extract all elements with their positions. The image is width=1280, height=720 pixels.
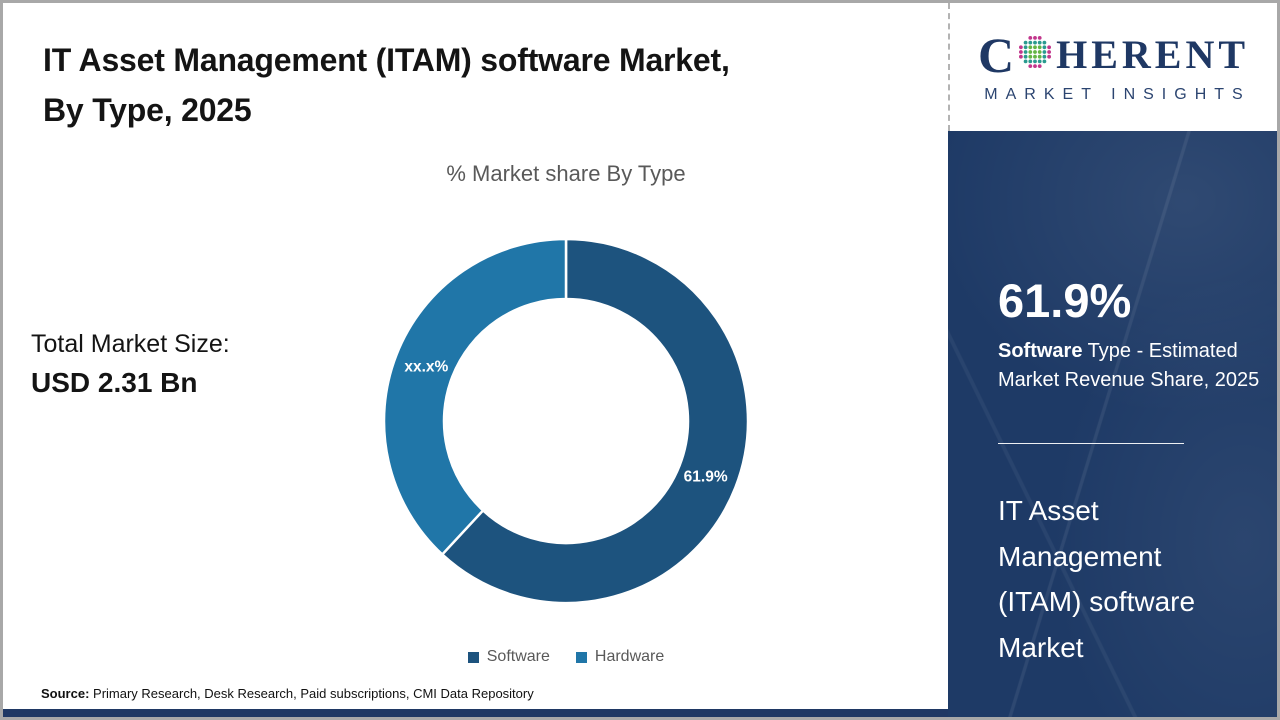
sidebar-panel: 61.9% Software Type - Estimated Market R…	[948, 131, 1277, 717]
stat-desc-bold: Software	[998, 340, 1083, 362]
stat-desc-rest: Type - Estimated Market Revenue Share, 2…	[998, 340, 1260, 391]
total-market-size: Total Market Size: USD 2.31 Bn	[31, 325, 230, 403]
chart-legend: Software Hardware	[376, 648, 756, 666]
slice-label-software: 61.9%	[684, 468, 728, 485]
total-market-value: USD 2.31 Bn	[31, 367, 198, 398]
logo-globe-icon	[1019, 36, 1052, 68]
source-text: Primary Research, Desk Research, Paid su…	[89, 686, 534, 701]
brand-logo-wordmark: C HERENT	[978, 30, 1249, 80]
logo-letter-c: C	[977, 27, 1017, 83]
sidebar-market-name: IT Asset Management (ITAM) software Mark…	[998, 495, 1196, 663]
legend-label-hardware: Hardware	[594, 648, 665, 665]
bottom-accent-bar	[3, 709, 1277, 717]
highlight-stat-value: 61.9%	[998, 274, 1132, 327]
page-title-line1: IT Asset Management (ITAM) software Mark…	[43, 42, 730, 78]
brand-logo: C HERENT MARKET INSIGHTS	[948, 3, 1277, 131]
sidebar-divider	[998, 443, 1184, 444]
slice-label-hardware: xx.x%	[404, 359, 448, 376]
total-market-label: Total Market Size:	[31, 330, 230, 358]
donut-chart-svg: 61.9% xx.x%	[382, 237, 750, 605]
legend-label-software: Software	[486, 648, 550, 665]
donut-slice-hardware	[382, 237, 568, 556]
brand-logo-subtitle: MARKET INSIGHTS	[984, 86, 1251, 103]
sidebar: C HERENT MARKET INSIGHTS 61.9% Software …	[948, 3, 1277, 717]
legend-swatch-hardware	[575, 651, 587, 663]
page-title-line2: By Type, 2025	[43, 92, 252, 128]
legend-item-software: Software	[467, 648, 550, 666]
highlight-stat-description: Software Type - Estimated Market Revenue…	[998, 337, 1263, 395]
logo-letters-rest: HERENT	[1056, 32, 1250, 77]
source-label: Source:	[41, 686, 90, 701]
legend-item-hardware: Hardware	[575, 648, 665, 666]
donut-slice-software	[440, 237, 750, 605]
source-note: Source: Primary Research, Desk Research,…	[41, 686, 534, 701]
legend-swatch-software	[467, 651, 479, 663]
page-title: IT Asset Management (ITAM) software Mark…	[43, 35, 730, 135]
chart-title: % Market share By Type	[446, 161, 686, 186]
donut-chart: 61.9% xx.x%	[376, 231, 756, 611]
sidebar-content: 61.9% Software Type - Estimated Market R…	[948, 131, 1277, 670]
